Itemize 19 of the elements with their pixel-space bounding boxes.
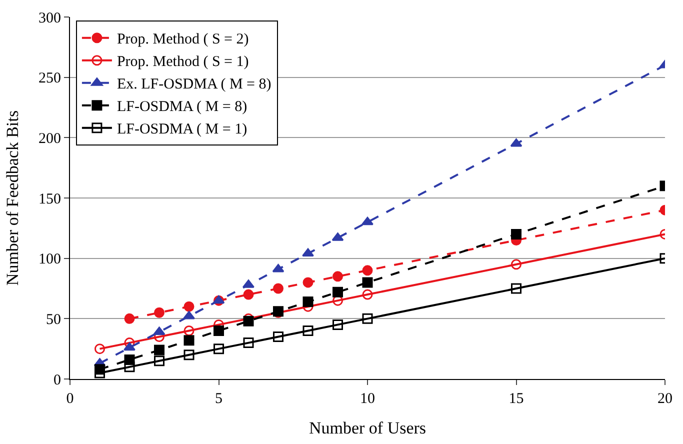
- y-axis-title: Number of Feedback Bits: [3, 110, 22, 286]
- x-axis-title: Number of Users: [308, 418, 426, 438]
- legend-label: LF-OSDMA ( M = 8): [116, 99, 248, 116]
- legend-label: Ex. LF-OSDMA ( M = 8): [116, 76, 272, 93]
- y-tick-label: 50: [46, 312, 61, 328]
- x-tick-label: 5: [215, 391, 222, 407]
- legend-label: Prop. Method ( S = 2): [116, 32, 249, 48]
- x-tick-label: 20: [658, 391, 672, 407]
- legend-label: Prop. Method ( S = 1): [116, 54, 249, 70]
- x-tick-label: 10: [360, 391, 375, 407]
- y-tick-label: 150: [38, 191, 61, 208]
- y-tick-label: 200: [38, 130, 61, 147]
- y-tick-label: 0: [54, 372, 61, 388]
- x-tick-label: 0: [66, 391, 74, 407]
- y-tick-label: 300: [38, 10, 61, 26]
- x-tick-label: 15: [508, 391, 524, 407]
- y-tick-label: 250: [38, 70, 61, 87]
- y-tick-label: 100: [38, 252, 61, 268]
- legend-label: LF-OSDMA ( M = 1): [116, 122, 248, 138]
